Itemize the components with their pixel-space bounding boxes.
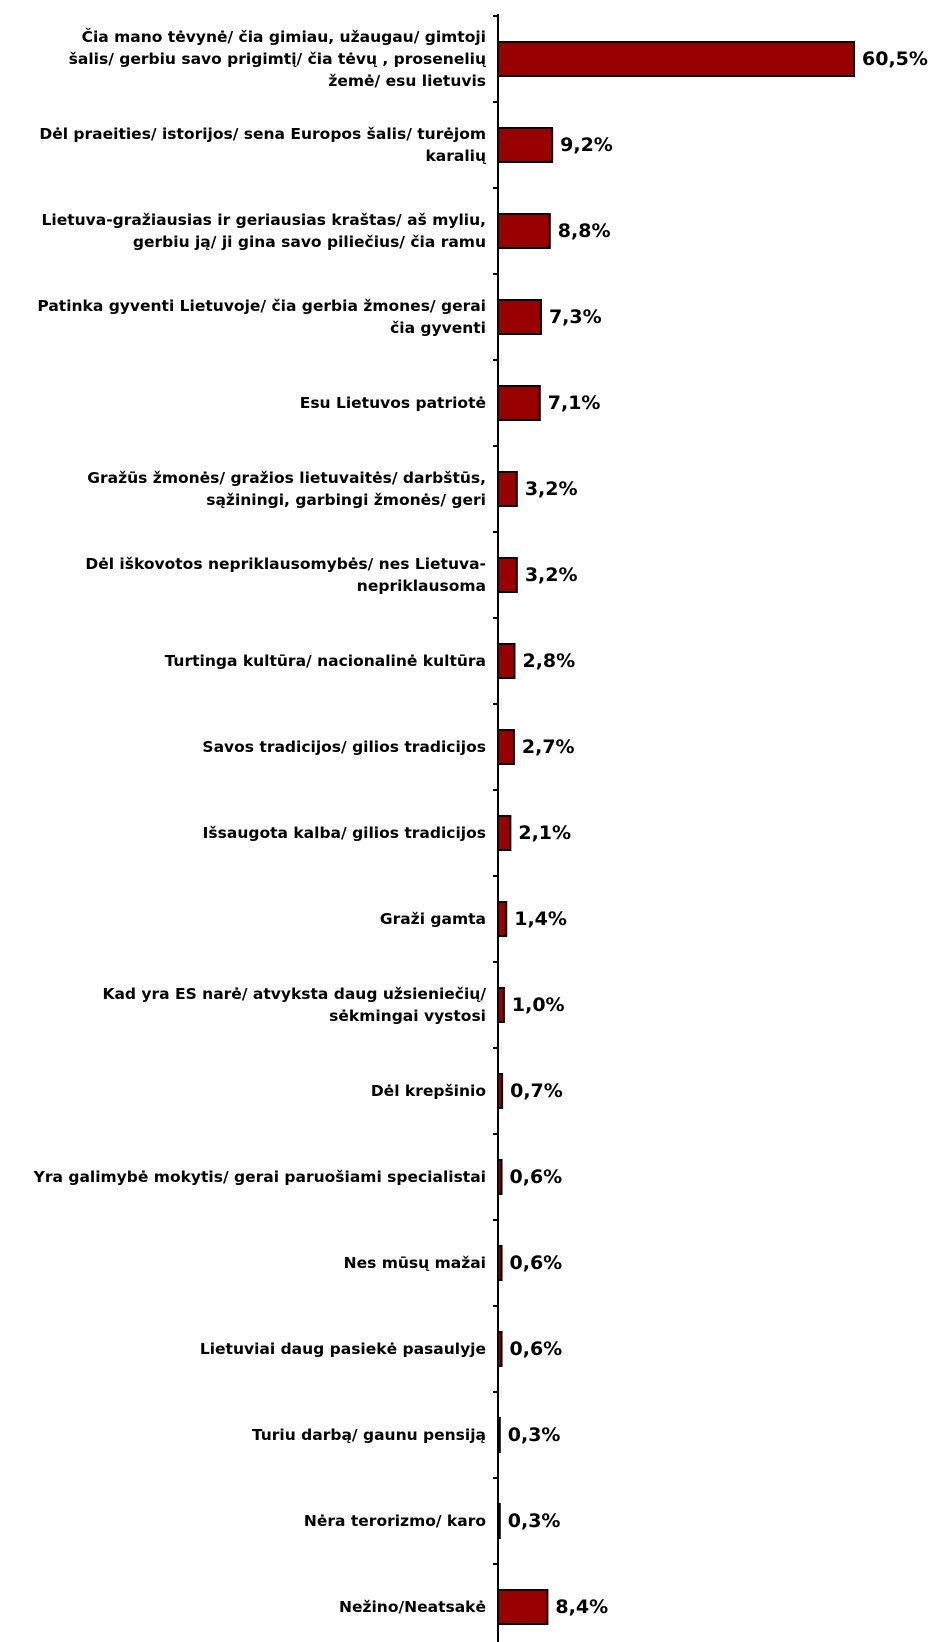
bar-value-label: 0,6%	[509, 1338, 563, 1360]
category-label: Lietuviai daug pasiekė pasaulyje	[6, 1338, 486, 1360]
category-label: Čia mano tėvynė/ čia gimiau, užaugau/ gi…	[6, 26, 486, 92]
category-label: Savos tradicijos/ gilios tradicijos	[6, 736, 486, 758]
category-label: Esu Lietuvos patriotė	[6, 392, 486, 414]
category-label: Nėra terorizmo/ karo	[6, 1510, 486, 1532]
category-label-line: Patinka gyventi Lietuvoje/ čia gerbia žm…	[37, 297, 486, 315]
bar	[497, 557, 518, 593]
category-label: Nes mūsų mažai	[6, 1252, 486, 1274]
category-label-line: Esu Lietuvos patriotė	[299, 394, 486, 412]
category-label-line: sėkmingai vystosi	[329, 1007, 486, 1025]
bar	[497, 127, 554, 163]
category-label: Gražūs žmonės/ gražios lietuvaitės/ darb…	[6, 467, 486, 511]
bar	[497, 41, 855, 77]
category-label: Patinka gyventi Lietuvoje/ čia gerbia žm…	[6, 295, 486, 339]
category-label-line: Yra galimybė mokytis/ gerai paruošiami s…	[33, 1168, 486, 1186]
category-label-line: Lietuva-gražiausias ir geriausias krašta…	[41, 211, 487, 229]
category-label-line: Nėra terorizmo/ karo	[303, 1512, 486, 1530]
category-label: Turtinga kultūra/ nacionalinė kultūra	[6, 650, 486, 672]
category-label-line: čia gyventi	[390, 319, 486, 337]
bar	[497, 1331, 503, 1367]
category-label: Kad yra ES narė/ atvyksta daug užsienieč…	[6, 983, 486, 1027]
category-label-line: Savos tradicijos/ gilios tradicijos	[202, 738, 486, 756]
bar	[497, 901, 508, 937]
bar	[497, 1417, 501, 1453]
category-label: Dėl praeities/ istorijos/ sena Europos š…	[6, 123, 486, 167]
category-label-line: karalių	[425, 147, 486, 165]
category-label-line: Čia mano tėvynė/ čia gimiau, užaugau/ gi…	[81, 28, 486, 46]
category-label-line: Išsaugota kalba/ gilios tradicijos	[202, 824, 486, 842]
bar-value-label: 3,2%	[524, 564, 578, 586]
bar	[497, 1159, 503, 1195]
bar	[497, 729, 515, 765]
bar-value-label: 2,1%	[518, 822, 572, 844]
bar-value-label: 0,7%	[510, 1080, 563, 1102]
bar-value-label: 1,4%	[514, 908, 567, 930]
category-label-line: Kad yra ES narė/ atvyksta daug užsienieč…	[102, 985, 486, 1003]
category-label-line: Nežino/Neatsakė	[338, 1598, 486, 1616]
bar-value-label: 1,0%	[511, 994, 565, 1016]
category-label-line: Gražūs žmonės/ gražios lietuvaitės/ darb…	[87, 469, 486, 487]
category-label-line: Lietuviai daug pasiekė pasaulyje	[199, 1340, 486, 1358]
bar-value-label: 9,2%	[560, 134, 613, 156]
bar-value-label: 0,6%	[509, 1252, 563, 1274]
bar-value-label: 8,4%	[555, 1596, 609, 1618]
category-label: Dėl iškovotos nepriklausomybės/ nes Liet…	[6, 553, 486, 597]
category-label-line: Dėl praeities/ istorijos/ sena Europos š…	[39, 125, 486, 143]
category-label: Graži gamta	[6, 908, 486, 930]
category-label: Yra galimybė mokytis/ gerai paruošiami s…	[6, 1166, 486, 1188]
bar	[497, 299, 542, 335]
bar	[497, 213, 551, 249]
category-label-line: gerbiu ją/ ji gina savo piliečius/ čia r…	[132, 233, 486, 251]
category-label-line: Graži gamta	[379, 910, 486, 928]
category-label: Nežino/Neatsakė	[6, 1596, 486, 1618]
bar	[497, 987, 505, 1023]
bar-value-label: 2,7%	[521, 736, 575, 758]
category-label-line: Nes mūsų mažai	[343, 1254, 486, 1272]
bar-value-label: 8,8%	[557, 220, 611, 242]
bar	[497, 385, 541, 421]
bar-value-label: 60,5%	[862, 48, 928, 70]
bar	[497, 815, 512, 851]
bar	[497, 1073, 504, 1109]
category-label: Turiu darbą/ gaunu pensiją	[6, 1424, 486, 1446]
category-label-line: Dėl iškovotos nepriklausomybės/ nes Liet…	[85, 555, 486, 573]
bar	[497, 1589, 549, 1625]
category-label-line: Dėl krepšinio	[370, 1082, 486, 1100]
bar	[497, 1503, 501, 1539]
bar-value-label: 0,6%	[509, 1166, 563, 1188]
bar-value-label: 0,3%	[507, 1510, 561, 1532]
category-label: Dėl krepšinio	[6, 1080, 486, 1102]
bar	[497, 471, 518, 507]
bar-value-label: 0,3%	[507, 1424, 561, 1446]
bar	[497, 1245, 503, 1281]
category-label: Lietuva-gražiausias ir geriausias krašta…	[6, 209, 487, 253]
bar-value-label: 7,3%	[548, 306, 602, 328]
category-label-line: šalis/ gerbiu savo prigimtį/ čia tėvų , …	[68, 50, 486, 68]
category-label-line: sąžiningi, garbingi žmonės/ geri	[206, 491, 486, 509]
bar-value-label: 2,8%	[522, 650, 576, 672]
category-label-line: Turiu darbą/ gaunu pensiją	[251, 1426, 486, 1444]
category-label-line: Turtinga kultūra/ nacionalinė kultūra	[164, 652, 486, 670]
category-label: Išsaugota kalba/ gilios tradicijos	[6, 822, 486, 844]
category-label-line: nepriklausoma	[356, 577, 486, 595]
bar-value-label: 7,1%	[547, 392, 601, 414]
category-label-line: žemė/ esu lietuvis	[328, 72, 486, 90]
bar	[497, 643, 516, 679]
bar-value-label: 3,2%	[524, 478, 578, 500]
